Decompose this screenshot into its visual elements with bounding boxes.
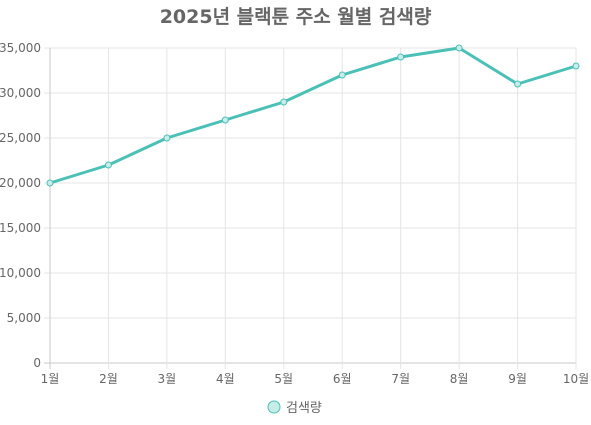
data-point bbox=[338, 71, 346, 79]
data-point bbox=[46, 179, 54, 187]
data-point bbox=[104, 161, 112, 169]
y-tick-label: 30,000 bbox=[0, 86, 41, 100]
legend-label[interactable]: 검색량 bbox=[286, 401, 322, 416]
data-point bbox=[397, 53, 405, 61]
chart-title: 2025년 블랙툰 주소 월별 검색량 bbox=[160, 6, 432, 28]
y-tick-label: 15,000 bbox=[0, 221, 41, 235]
y-tick-label: 35,000 bbox=[0, 41, 41, 55]
data-point bbox=[280, 98, 288, 106]
x-tick-label: 10월 bbox=[563, 372, 589, 386]
legend[interactable]: 검색량 bbox=[267, 400, 322, 416]
x-tick-label: 1월 bbox=[41, 372, 60, 386]
x-tick-label: 5월 bbox=[274, 372, 293, 386]
grid-lines bbox=[44, 47, 577, 369]
axes: 0 5,000 10,000 15,000 20,000 25,000 30,000 35,0… bbox=[0, 41, 589, 386]
y-tick-label: 25,000 bbox=[0, 131, 41, 145]
y-tick-label: 20,000 bbox=[0, 176, 41, 190]
x-tick-label: 2월 bbox=[99, 372, 118, 386]
series-line bbox=[48, 46, 578, 185]
series-layer bbox=[46, 44, 580, 187]
data-point bbox=[455, 44, 463, 52]
y-tick-label: 10,000 bbox=[0, 266, 41, 280]
x-tick-label: 9월 bbox=[508, 372, 527, 386]
x-tick-label: 6월 bbox=[333, 372, 352, 386]
data-point bbox=[572, 62, 580, 70]
x-tick-label: 7월 bbox=[391, 372, 410, 386]
data-point bbox=[514, 80, 522, 88]
data-point bbox=[221, 116, 229, 124]
y-tick-label: 5,000 bbox=[7, 311, 41, 325]
data-point bbox=[163, 134, 171, 142]
legend-marker[interactable] bbox=[267, 400, 281, 414]
y-tick-label: 0 bbox=[33, 356, 41, 370]
x-tick-label: 4월 bbox=[216, 372, 235, 386]
x-tick-label: 8월 bbox=[450, 372, 469, 386]
x-tick-label: 3월 bbox=[158, 372, 177, 386]
